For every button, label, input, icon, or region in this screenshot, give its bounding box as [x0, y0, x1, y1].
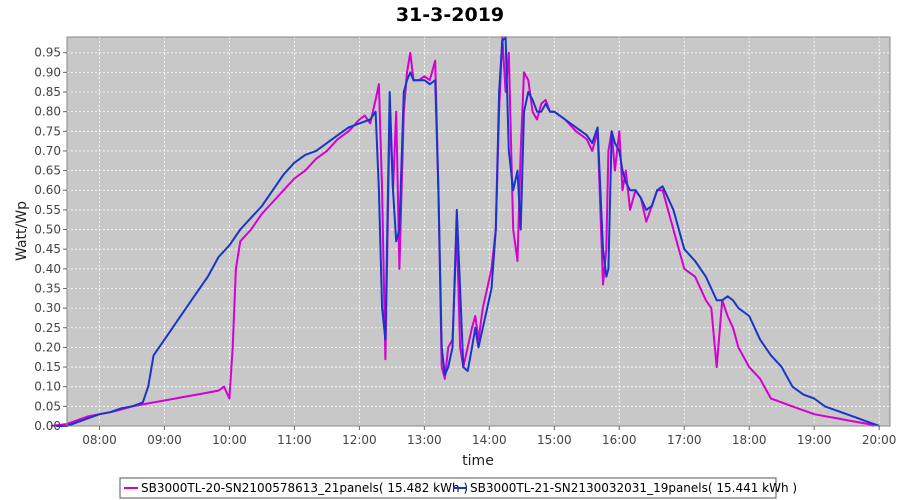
legend-label-2: SB3000TL-21-SN2130032031_19panels( 15.44… — [470, 481, 797, 495]
x-tick-label: 20:00 — [862, 433, 897, 447]
y-tick-label: 0.45 — [34, 242, 61, 256]
y-tick-label: 0.90 — [34, 65, 61, 79]
x-tick-label: 16:00 — [602, 433, 637, 447]
x-tick-label: 17:00 — [667, 433, 702, 447]
y-tick-label: 0.50 — [34, 223, 61, 237]
legend-box — [119, 477, 777, 499]
y-tick-label: 0.30 — [34, 301, 61, 315]
x-axis-label: time — [462, 453, 494, 469]
x-tick-label: 14:00 — [472, 433, 507, 447]
legend-label-1: SB3000TL-20-SN2100578613_21panels( 15.48… — [141, 481, 468, 495]
x-tick-label: 08:00 — [82, 433, 117, 447]
y-tick-label: 0.20 — [34, 340, 61, 354]
series-line-2 — [56, 36, 880, 427]
x-tick-label: 09:00 — [147, 433, 182, 447]
y-tick-label: 0.00 — [34, 419, 61, 433]
y-tick-label: 0.10 — [34, 380, 61, 394]
y-tick-label: 0.60 — [34, 183, 61, 197]
y-tick-label: 0.25 — [34, 321, 61, 335]
plot-area — [67, 37, 890, 426]
x-tick-label: 19:00 — [797, 433, 832, 447]
y-tick-label: 0.80 — [34, 105, 61, 119]
series-layer — [50, 36, 880, 427]
plot-border — [66, 36, 891, 427]
y-axis-ticks: 0.00 0.05 0.10 0.15 0.20 0.25 0.30 0.35 0.40 0.45… — [34, 46, 67, 433]
series-line-1 — [50, 36, 875, 427]
y-tick-label: 0.55 — [34, 203, 61, 217]
y-tick-label: 0.40 — [34, 262, 61, 276]
y-tick-label: 0.70 — [34, 144, 61, 158]
x-tick-label: 11:00 — [277, 433, 312, 447]
y-tick-label: 0.95 — [34, 46, 61, 60]
y-axis-label: Watt/Wp — [14, 201, 30, 261]
y-tick-label: 0.35 — [34, 281, 61, 295]
y-tick-label: 0.75 — [34, 124, 61, 138]
chart-title: 31-3-2019 — [396, 4, 504, 26]
legend: SB3000TL-20-SN2100578613_21panels( 15.48… — [119, 477, 797, 499]
x-tick-label: 13:00 — [407, 433, 442, 447]
y-tick-label: 0.15 — [34, 360, 61, 374]
y-tick-label: 0.85 — [34, 85, 61, 99]
x-tick-label: 15:00 — [537, 433, 572, 447]
x-tick-label: 18:00 — [732, 433, 767, 447]
x-tick-label: 10:00 — [212, 433, 247, 447]
y-tick-label: 0.05 — [34, 399, 61, 413]
x-tick-label: 12:00 — [342, 433, 377, 447]
x-axis-ticks: 08:00 09:00 10:00 11:00 12:00 13:00 14:00 15:00… — [82, 426, 896, 447]
y-tick-label: 0.65 — [34, 164, 61, 178]
grid — [67, 37, 890, 427]
